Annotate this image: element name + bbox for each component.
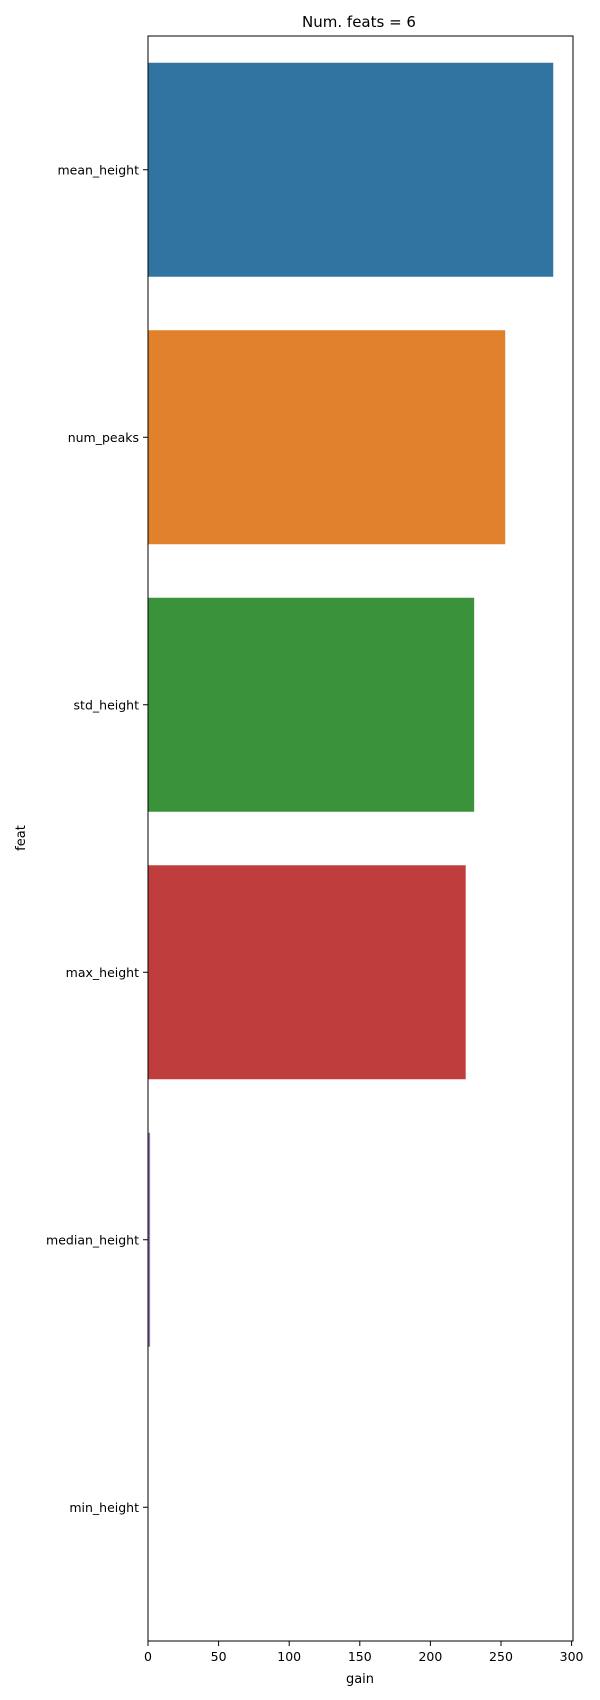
x-tick-label: 250 [489, 1649, 513, 1664]
x-tick-label: 300 [560, 1649, 584, 1664]
y-tick-label: min_height [69, 1500, 139, 1515]
y-tick-label: mean_height [57, 162, 139, 177]
bars-layer [148, 62, 554, 1347]
x-tick-label: 50 [211, 1649, 227, 1664]
y-axis-label: feat [14, 825, 29, 851]
y-tick-label: std_height [74, 697, 140, 712]
plot-frame [147, 35, 574, 1642]
x-tick-label: 200 [418, 1649, 442, 1664]
bar-num-peaks [148, 330, 506, 545]
y-tick-label: num_peaks [68, 430, 139, 445]
y-tick-label: median_height [46, 1232, 139, 1247]
y-tick-label: max_height [66, 965, 139, 980]
ticks-layer: mean_height num_peaks std_height max_height… [46, 162, 584, 1664]
x-tick-label: 150 [348, 1649, 372, 1664]
x-axis-label: gain [346, 1672, 374, 1687]
bar-max-height [148, 865, 466, 1080]
chart-title: Num. feats = 6 [302, 13, 416, 31]
x-tick-label: 100 [277, 1649, 301, 1664]
bar-std-height [148, 597, 475, 812]
x-tick-label: 0 [144, 1649, 152, 1664]
bar-median-height [148, 1132, 151, 1347]
bar-mean-height [148, 62, 554, 277]
